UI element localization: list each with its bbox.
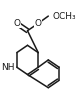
Text: OCH₃: OCH₃ (53, 12, 76, 21)
Text: O: O (35, 19, 42, 28)
Text: NH: NH (1, 63, 14, 72)
Text: O: O (13, 19, 20, 28)
